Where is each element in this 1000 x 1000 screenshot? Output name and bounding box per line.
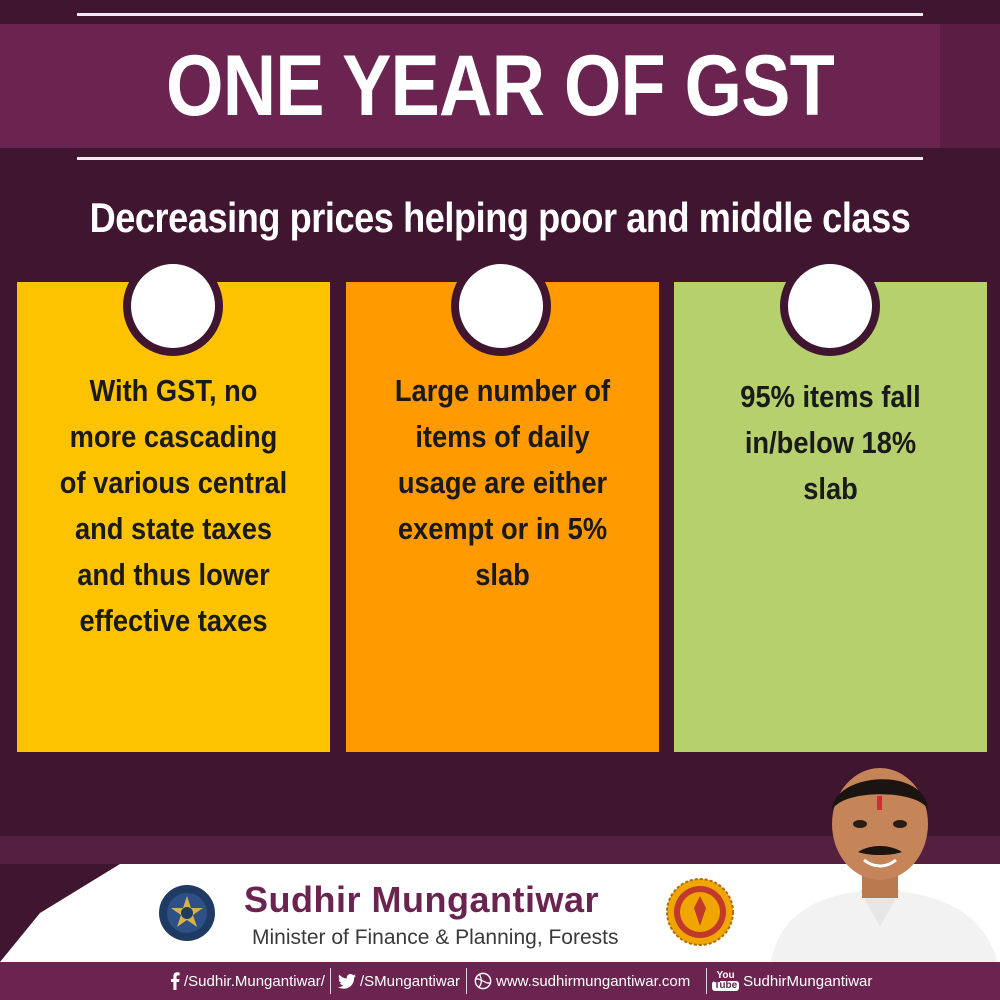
footer-strip <box>0 836 1000 864</box>
twitter-handle: /SMungantiwar <box>360 972 461 990</box>
globe-icon <box>474 972 492 990</box>
card-text: With GST, no more cascading of various c… <box>59 373 288 638</box>
card-badge-circle <box>123 256 223 356</box>
social-bar <box>0 962 1000 1000</box>
card-badge-circle <box>780 256 880 356</box>
minister-name: Sudhir Mungantiwar <box>244 879 599 920</box>
youtube-icon: You Tube <box>712 970 740 991</box>
divider <box>466 968 467 994</box>
facebook-handle: /Sudhir.Mungantiwar/ <box>184 972 325 990</box>
youtube-channel: SudhirMungantiwar <box>743 972 873 990</box>
info-card-cascading: With GST, no more cascading of various c… <box>17 282 330 752</box>
website-link[interactable]: www.sudhirmungantiwar.com <box>474 962 690 1000</box>
emblem-icon <box>159 885 215 941</box>
top-divider <box>77 13 923 16</box>
card-text: 95% items fall in/below 18% slab <box>740 379 921 506</box>
facebook-icon <box>170 972 180 990</box>
page-title: ONE YEAR OF GST <box>166 38 835 134</box>
youtube-logo-tube: Tube <box>712 980 740 991</box>
website-url: www.sudhirmungantiwar.com <box>496 972 691 990</box>
twitter-link[interactable]: /SMungantiwar <box>338 962 460 1000</box>
state-seal-icon <box>666 878 734 946</box>
bottom-divider <box>77 157 923 160</box>
divider <box>330 968 331 994</box>
info-card-slab: 95% items fall in/below 18% slab <box>674 282 987 752</box>
info-card-daily-items: Large number of items of daily usage are… <box>346 282 659 752</box>
divider <box>706 968 707 994</box>
minister-portrait <box>770 768 998 964</box>
youtube-logo-you: You <box>716 970 735 981</box>
youtube-link[interactable]: You Tube SudhirMungantiwar <box>712 962 872 1000</box>
card-badge-circle <box>451 256 551 356</box>
facebook-link[interactable]: /Sudhir.Mungantiwar/ <box>170 962 325 1000</box>
minister-role: Minister of Finance & Planning, Forests <box>252 926 619 949</box>
twitter-icon <box>338 973 356 989</box>
page-subtitle: Decreasing prices helping poor and middl… <box>89 194 911 241</box>
title-band <box>0 24 1000 148</box>
card-text: Large number of items of daily usage are… <box>394 373 611 592</box>
